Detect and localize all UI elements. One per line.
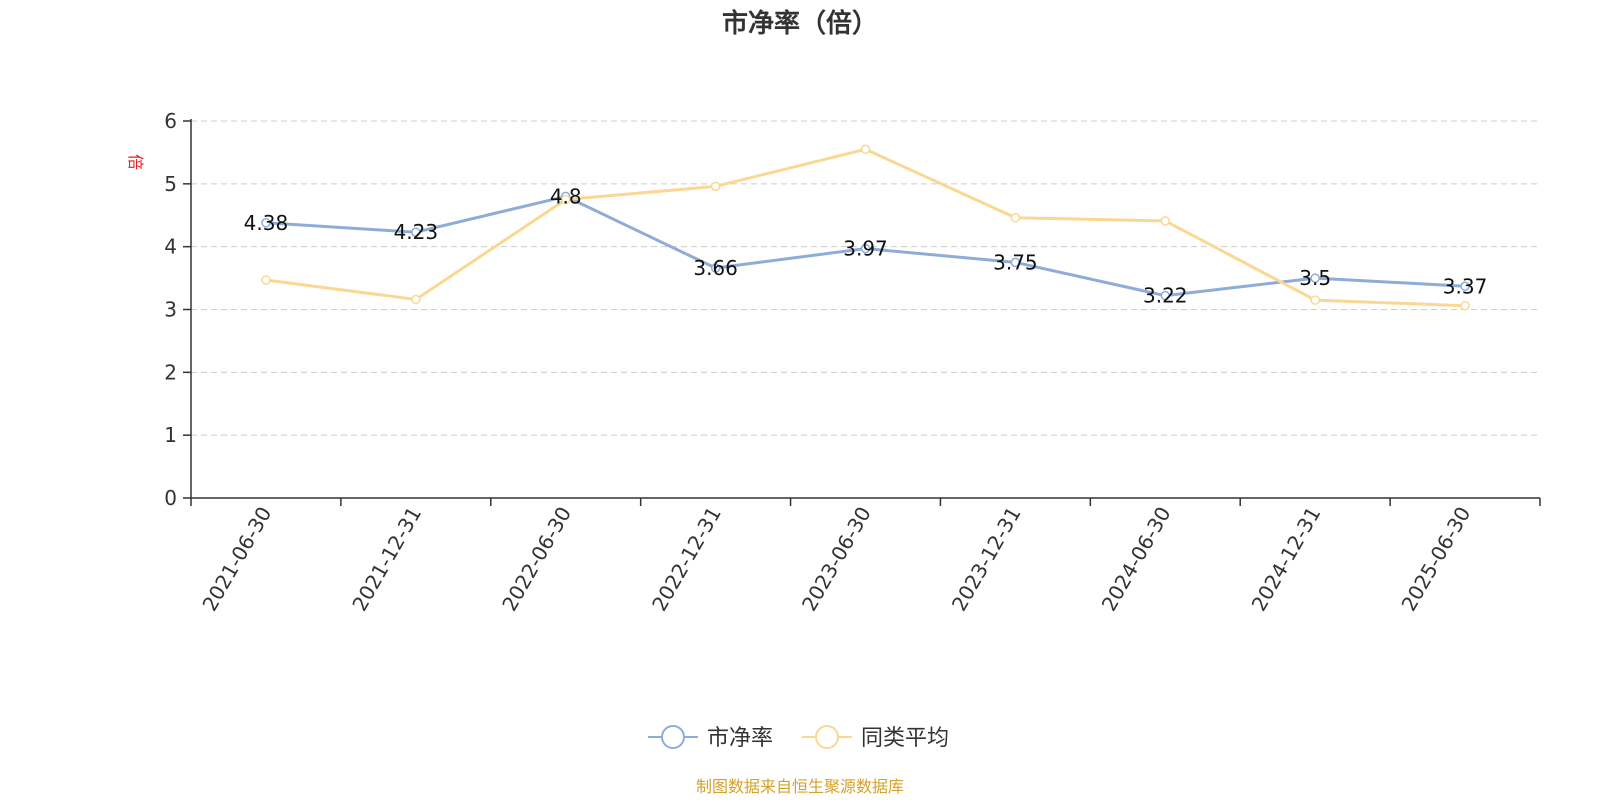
point-s0-6: [1160, 290, 1171, 301]
y-tick-label-5: 5: [164, 172, 177, 196]
axes: 0 1 2 3 4 5 6 2021-06-30 2021-12-31 2022-06-30 202…: [164, 109, 1541, 616]
point-s1-7: [1310, 295, 1320, 305]
point-s0-3: [710, 263, 721, 273]
data-labels: 4.38 4.23 4.8 3.66 3.97 3.75 3.22 3.5 3.37: [244, 184, 1488, 307]
chart-title: 市净率（倍）: [722, 8, 878, 39]
x-tick-label-6: 2024-06-30: [1097, 503, 1176, 616]
legend-marker-0: [661, 725, 685, 749]
point-s0-4: [860, 243, 871, 254]
point-s1-0: [261, 275, 271, 285]
data-label-8: 3.37: [1443, 274, 1488, 298]
y-tick-label-4: 4: [164, 235, 177, 259]
legend-marker-1: [815, 725, 839, 749]
x-tick-label-4: 2023-06-30: [797, 503, 876, 616]
legend: 市净率 同类平均: [648, 725, 949, 751]
x-tick-label-5: 2023-12-31: [947, 503, 1026, 616]
point-s1-3: [710, 181, 721, 192]
data-label-5: 3.75: [993, 250, 1038, 274]
data-label-7: 3.5: [1299, 266, 1331, 290]
data-label-0: 4.38: [244, 211, 289, 235]
legend-label-0: 市净率: [707, 726, 773, 751]
point-s0-7: [1310, 273, 1320, 283]
point-s1-5: [1010, 213, 1021, 223]
x-tick-label-1: 2021-12-31: [347, 503, 426, 616]
y-tick-label-0: 0: [164, 486, 177, 510]
series-layer: [261, 144, 1470, 311]
point-s1-1: [411, 294, 421, 305]
data-label-3: 3.66: [693, 256, 738, 280]
data-label-6: 3.22: [1143, 284, 1188, 308]
y-tick-label-1: 1: [164, 423, 177, 447]
x-tick-label-2: 2022-06-30: [497, 503, 576, 616]
y-tick-label-6: 6: [164, 109, 177, 133]
x-tick-label-3: 2022-12-31: [647, 503, 726, 616]
legend-label-1: 同类平均: [861, 726, 949, 751]
point-s0-8: [1460, 281, 1470, 292]
y-tick-label-3: 3: [164, 298, 177, 322]
point-s1-8: [1460, 300, 1470, 311]
data-label-4: 3.97: [843, 237, 888, 261]
point-s0-1: [411, 227, 421, 237]
data-label-2: 4.8: [550, 184, 582, 208]
point-s1-6: [1160, 216, 1171, 226]
y-axis-label: 倍: [126, 154, 145, 170]
data-label-1: 4.23: [394, 220, 439, 244]
point-s1-4: [860, 144, 871, 155]
point-s0-0: [261, 218, 271, 228]
source-note: 制图数据来自恒生聚源数据库: [696, 777, 904, 796]
x-tick-label-7: 2024-12-31: [1247, 503, 1326, 616]
y-tick-label-2: 2: [164, 360, 177, 384]
grid-lines: [191, 120, 1540, 436]
x-tick-label-0: 2021-06-30: [197, 503, 276, 616]
x-tick-label-8: 2025-06-30: [1396, 503, 1475, 616]
point-s0-5: [1010, 257, 1021, 268]
point-s1-2: [560, 194, 571, 205]
